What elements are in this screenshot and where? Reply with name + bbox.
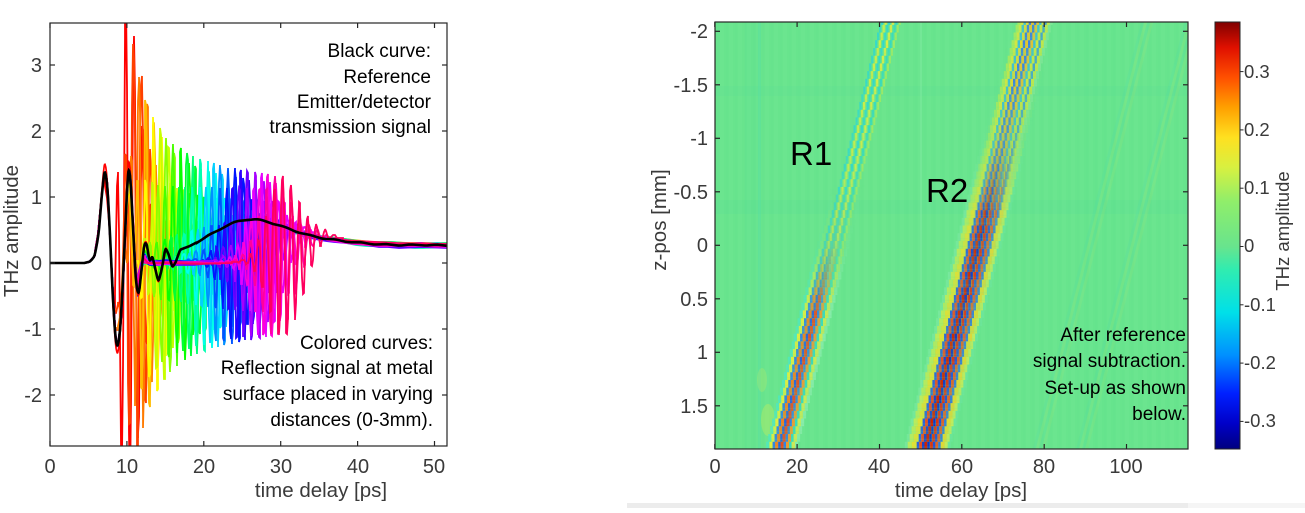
svg-text:-1: -1 — [24, 319, 42, 341]
svg-text:100: 100 — [1109, 456, 1142, 478]
svg-text:0.3: 0.3 — [1244, 61, 1270, 82]
svg-text:time delay [ps]: time delay [ps] — [895, 479, 1027, 502]
svg-text:-1.5: -1.5 — [674, 75, 708, 97]
svg-text:30: 30 — [270, 456, 292, 478]
svg-text:1.5: 1.5 — [680, 396, 708, 418]
svg-text:40: 40 — [868, 456, 890, 478]
svg-text:R1: R1 — [790, 135, 832, 172]
svg-text:-0.3: -0.3 — [1244, 410, 1276, 431]
svg-text:0: 0 — [31, 253, 42, 275]
svg-text:Set-up as shown: Set-up as shown — [1044, 378, 1186, 399]
svg-text:0: 0 — [709, 456, 720, 478]
svg-text:50: 50 — [423, 456, 445, 478]
svg-text:2: 2 — [31, 121, 42, 143]
svg-text:Black curve:: Black curve: — [328, 41, 431, 62]
svg-text:Reflection signal at metal: Reflection signal at metal — [221, 358, 433, 379]
svg-text:Emitter/detector: Emitter/detector — [297, 92, 432, 113]
svg-text:60: 60 — [951, 456, 973, 478]
svg-text:0.5: 0.5 — [680, 289, 708, 311]
svg-text:-0.2: -0.2 — [1244, 352, 1276, 373]
svg-text:distances (0-3mm).: distances (0-3mm). — [270, 410, 433, 431]
svg-text:surface placed in varying: surface placed in varying — [223, 384, 433, 405]
svg-text:After reference: After reference — [1060, 325, 1186, 346]
svg-text:R2: R2 — [926, 172, 968, 209]
svg-text:transmission signal: transmission signal — [269, 117, 431, 138]
svg-text:-0.5: -0.5 — [674, 182, 708, 204]
svg-text:signal subtraction.: signal subtraction. — [1033, 351, 1186, 372]
svg-text:-2: -2 — [690, 21, 708, 43]
svg-text:10: 10 — [116, 456, 138, 478]
svg-text:-1: -1 — [690, 128, 708, 150]
svg-text:THz amplitude: THz amplitude — [1272, 171, 1293, 290]
svg-text:z-pos [mm]: z-pos [mm] — [648, 169, 671, 270]
svg-text:0: 0 — [44, 456, 55, 478]
svg-text:20: 20 — [193, 456, 215, 478]
svg-text:1: 1 — [31, 187, 42, 209]
svg-text:40: 40 — [347, 456, 369, 478]
svg-text:3: 3 — [31, 55, 42, 77]
svg-text:-0.1: -0.1 — [1244, 294, 1276, 315]
svg-text:1: 1 — [697, 342, 708, 364]
svg-text:0.2: 0.2 — [1244, 119, 1270, 140]
svg-text:0: 0 — [1244, 235, 1254, 256]
svg-text:20: 20 — [786, 456, 808, 478]
svg-text:-2: -2 — [24, 385, 42, 407]
svg-text:time delay [ps]: time delay [ps] — [255, 479, 387, 502]
svg-text:THz amplitude: THz amplitude — [0, 165, 23, 297]
svg-text:80: 80 — [1033, 456, 1055, 478]
svg-text:Colored curves:: Colored curves: — [300, 333, 433, 354]
svg-text:0.1: 0.1 — [1244, 177, 1270, 198]
svg-text:Reference: Reference — [343, 67, 431, 88]
svg-text:0: 0 — [697, 235, 708, 257]
svg-text:below.: below. — [1132, 404, 1186, 425]
